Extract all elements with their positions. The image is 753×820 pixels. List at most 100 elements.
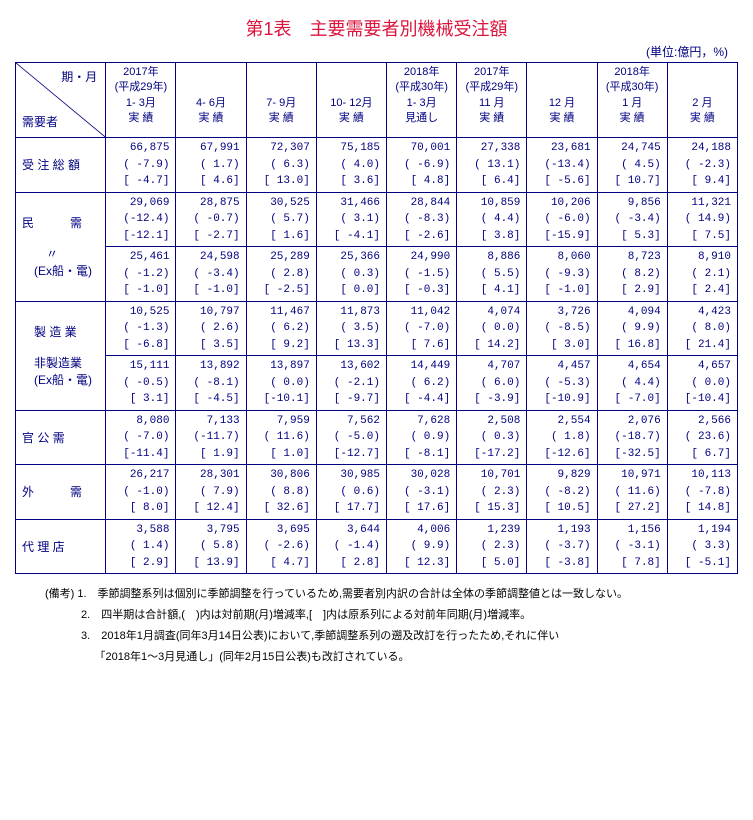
footnotes: (備考) 1. 季節調整系列は個別に季節調整を行っているため,需要者別内訳の合計… bbox=[15, 584, 738, 668]
data-cell: 66,875( -7.9)[ -4.7] bbox=[106, 138, 176, 193]
data-cell: 8,910( 2.1)[ 2.4] bbox=[667, 247, 737, 302]
data-cell: 4,707( 6.0)[ -3.9] bbox=[457, 356, 527, 411]
data-cell: 24,188( -2.3)[ 9.4] bbox=[667, 138, 737, 193]
data-cell: 3,795( 5.8)[ 13.9] bbox=[176, 519, 246, 574]
data-cell: 8,886( 5.5)[ 4.1] bbox=[457, 247, 527, 302]
row-label: 代 理 店 bbox=[16, 519, 106, 574]
data-cell: 25,461( -1.2)[ -1.0] bbox=[106, 247, 176, 302]
row-label: 製 造 業 非製造業 (Ex船・電) bbox=[16, 301, 106, 410]
data-cell: 2,566( 23.6)[ 6.7] bbox=[667, 410, 737, 465]
data-cell: 11,467( 6.2)[ 9.2] bbox=[246, 301, 316, 356]
data-cell: 28,875( -0.7)[ -2.7] bbox=[176, 192, 246, 247]
table-body: 受 注 総 額66,875( -7.9)[ -4.7]67,991( 1.7)[… bbox=[16, 138, 738, 574]
data-cell: 14,449( 6.2)[ -4.4] bbox=[387, 356, 457, 411]
data-cell: 13,602( -2.1)[ -9.7] bbox=[316, 356, 386, 411]
data-cell: 25,366( 0.3)[ 0.0] bbox=[316, 247, 386, 302]
data-cell: 10,797( 2.6)[ 3.5] bbox=[176, 301, 246, 356]
data-cell: 30,525( 5.7)[ 1.6] bbox=[246, 192, 316, 247]
col-header: 12 月実 績 bbox=[527, 63, 597, 138]
row-label: 受 注 総 額 bbox=[16, 138, 106, 193]
data-cell: 4,094( 9.9)[ 16.8] bbox=[597, 301, 667, 356]
col-header: 7- 9月実 績 bbox=[246, 63, 316, 138]
row-label: 民 需 〃 (Ex船・電) bbox=[16, 192, 106, 301]
footnote-line: (備考) 1. 季節調整系列は個別に季節調整を行っているため,需要者別内訳の合計… bbox=[45, 584, 738, 605]
data-cell: 13,897( 0.0)[-10.1] bbox=[246, 356, 316, 411]
data-cell: 1,239( 2.3)[ 5.0] bbox=[457, 519, 527, 574]
data-cell: 13,892( -8.1)[ -4.5] bbox=[176, 356, 246, 411]
data-cell: 4,657( 0.0)[-10.4] bbox=[667, 356, 737, 411]
data-cell: 10,859( 4.4)[ 3.8] bbox=[457, 192, 527, 247]
table-row: 25,461( -1.2)[ -1.0]24,598( -3.4)[ -1.0]… bbox=[16, 247, 738, 302]
data-cell: 4,654( 4.4)[ -7.0] bbox=[597, 356, 667, 411]
corner-cell: 期・月 需要者 bbox=[16, 63, 106, 138]
row-label: 官 公 需 bbox=[16, 410, 106, 465]
data-cell: 2,508( 0.3)[-17.2] bbox=[457, 410, 527, 465]
data-cell: 10,971( 11.6)[ 27.2] bbox=[597, 465, 667, 520]
table-row: 15,111( -0.5)[ 3.1]13,892( -8.1)[ -4.5]1… bbox=[16, 356, 738, 411]
footnote-line: 2. 四半期は合計額,( )内は対前期(月)増減率,[ ]内は原系列による対前年… bbox=[45, 605, 738, 626]
row-label: 外 需 bbox=[16, 465, 106, 520]
data-cell: 1,193( -3.7)[ -3.8] bbox=[527, 519, 597, 574]
footnote-line: 3. 2018年1月調査(同年3月14日公表)において,季節調整系列の遡及改訂を… bbox=[45, 626, 738, 647]
data-cell: 28,301( 7.9)[ 12.4] bbox=[176, 465, 246, 520]
table-title: 第1表 主要需要者別機械受注額 bbox=[15, 15, 738, 41]
data-cell: 11,873( 3.5)[ 13.3] bbox=[316, 301, 386, 356]
data-cell: 7,628( 0.9)[ -8.1] bbox=[387, 410, 457, 465]
data-cell: 10,525( -1.3)[ -6.8] bbox=[106, 301, 176, 356]
data-cell: 70,001( -6.9)[ 4.8] bbox=[387, 138, 457, 193]
data-cell: 24,598( -3.4)[ -1.0] bbox=[176, 247, 246, 302]
data-cell: 26,217( -1.0)[ 8.0] bbox=[106, 465, 176, 520]
data-cell: 4,457( -5.3)[-10.9] bbox=[527, 356, 597, 411]
data-cell: 3,695( -2.6)[ 4.7] bbox=[246, 519, 316, 574]
table-row: 外 需26,217( -1.0)[ 8.0]28,301( 7.9)[ 12.4… bbox=[16, 465, 738, 520]
data-cell: 72,307( 6.3)[ 13.0] bbox=[246, 138, 316, 193]
data-cell: 24,745( 4.5)[ 10.7] bbox=[597, 138, 667, 193]
data-cell: 28,844( -8.3)[ -2.6] bbox=[387, 192, 457, 247]
data-cell: 30,028( -3.1)[ 17.6] bbox=[387, 465, 457, 520]
data-cell: 3,588( 1.4)[ 2.9] bbox=[106, 519, 176, 574]
data-cell: 8,080( -7.0)[-11.4] bbox=[106, 410, 176, 465]
header-row: 期・月 需要者 2017年(平成29年)1- 3月実 績 4- 6月実 績 7-… bbox=[16, 63, 738, 138]
col-header: 2 月実 績 bbox=[667, 63, 737, 138]
data-cell: 2,076(-18.7)[-32.5] bbox=[597, 410, 667, 465]
data-cell: 27,338( 13.1)[ 6.4] bbox=[457, 138, 527, 193]
data-cell: 31,466( 3.1)[ -4.1] bbox=[316, 192, 386, 247]
data-cell: 23,681(-13.4)[ -5.6] bbox=[527, 138, 597, 193]
data-cell: 3,644( -1.4)[ 2.8] bbox=[316, 519, 386, 574]
data-cell: 10,206( -6.0)[-15.9] bbox=[527, 192, 597, 247]
data-cell: 29,069(-12.4)[-12.1] bbox=[106, 192, 176, 247]
data-cell: 2,554( 1.8)[-12.6] bbox=[527, 410, 597, 465]
data-cell: 7,959( 11.6)[ 1.0] bbox=[246, 410, 316, 465]
data-cell: 8,060( -9.3)[ -1.0] bbox=[527, 247, 597, 302]
data-cell: 4,423( 8.0)[ 21.4] bbox=[667, 301, 737, 356]
data-cell: 4,074( 0.0)[ 14.2] bbox=[457, 301, 527, 356]
data-cell: 67,991( 1.7)[ 4.6] bbox=[176, 138, 246, 193]
corner-top: 期・月 bbox=[61, 69, 97, 86]
data-cell: 4,006( 9.9)[ 12.3] bbox=[387, 519, 457, 574]
table-row: 民 需 〃 (Ex船・電)29,069(-12.4)[-12.1]28,875(… bbox=[16, 192, 738, 247]
table-row: 受 注 総 額66,875( -7.9)[ -4.7]67,991( 1.7)[… bbox=[16, 138, 738, 193]
orders-table: 期・月 需要者 2017年(平成29年)1- 3月実 績 4- 6月実 績 7-… bbox=[15, 62, 738, 574]
data-cell: 24,990( -1.5)[ -0.3] bbox=[387, 247, 457, 302]
data-cell: 30,985( 0.6)[ 17.7] bbox=[316, 465, 386, 520]
footnote-line: 「2018年1～3月見通し」(同年2月15日公表)も改訂されている。 bbox=[45, 647, 738, 668]
col-header: 2018年(平成30年)1 月実 績 bbox=[597, 63, 667, 138]
data-cell: 7,562( -5.0)[-12.7] bbox=[316, 410, 386, 465]
table-row: 製 造 業 非製造業 (Ex船・電)10,525( -1.3)[ -6.8]10… bbox=[16, 301, 738, 356]
table-row: 官 公 需8,080( -7.0)[-11.4]7,133(-11.7)[ 1.… bbox=[16, 410, 738, 465]
col-header: 4- 6月実 績 bbox=[176, 63, 246, 138]
data-cell: 75,185( 4.0)[ 3.6] bbox=[316, 138, 386, 193]
data-cell: 9,829( -8.2)[ 10.5] bbox=[527, 465, 597, 520]
data-cell: 3,726( -8.5)[ 3.0] bbox=[527, 301, 597, 356]
data-cell: 15,111( -0.5)[ 3.1] bbox=[106, 356, 176, 411]
data-cell: 1,194( 3.3)[ -5.1] bbox=[667, 519, 737, 574]
data-cell: 1,156( -3.1)[ 7.8] bbox=[597, 519, 667, 574]
data-cell: 7,133(-11.7)[ 1.9] bbox=[176, 410, 246, 465]
data-cell: 25,289( 2.8)[ -2.5] bbox=[246, 247, 316, 302]
data-cell: 10,113( -7.8)[ 14.8] bbox=[667, 465, 737, 520]
unit-label: (単位:億円，%) bbox=[15, 43, 738, 60]
table-row: 代 理 店3,588( 1.4)[ 2.9]3,795( 5.8)[ 13.9]… bbox=[16, 519, 738, 574]
data-cell: 10,701( 2.3)[ 15.3] bbox=[457, 465, 527, 520]
data-cell: 30,806( 8.8)[ 32.6] bbox=[246, 465, 316, 520]
col-header: 2017年(平成29年)1- 3月実 績 bbox=[106, 63, 176, 138]
